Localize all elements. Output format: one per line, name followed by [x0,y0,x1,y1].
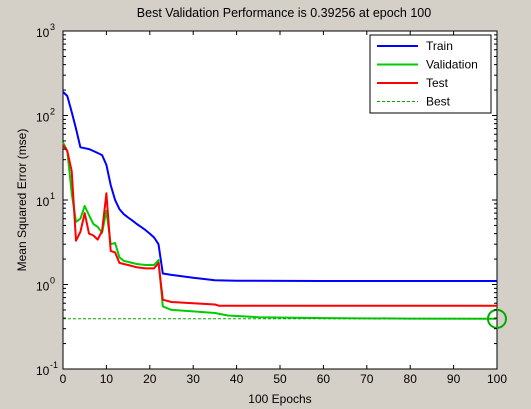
legend-box [369,34,492,114]
x-tick-label: 20 [143,372,157,386]
x-tick-label: 50 [273,372,287,386]
y-axis-label: Mean Squared Error (mse) [15,129,29,272]
y-tick-label-base: 10 [36,111,50,125]
x-tick-label: 0 [60,372,67,386]
y-tick-label-exponent: -1 [50,360,58,370]
series-line-train [62,91,497,282]
y-tick-label-base: 10 [36,364,50,378]
y-tick-label: 10 2 [36,107,55,125]
legend: Train Validation Test Best [369,34,492,114]
y-tick-label-exponent: 2 [50,107,55,117]
x-axis-label: 100 Epochs [248,392,311,406]
legend-item-best: Best [377,95,451,109]
x-tick-label: 80 [404,372,418,386]
x-tick-label: 10 [100,372,114,386]
x-tick-label: 100 [487,372,507,386]
x-tick-label: 40 [230,372,244,386]
legend-label: Validation [426,58,478,72]
y-tick-label-base: 10 [36,26,50,40]
y-tick-label-base: 10 [36,195,50,209]
x-axis: 0 10 20 30 40 50 60 70 80 90 100 [60,31,507,386]
y-tick-label-base: 10 [36,280,50,294]
x-tick-label: 30 [187,372,201,386]
series-line-validation [62,141,498,320]
y-tick-label: 10 -1 [36,360,58,378]
series-layer [62,91,507,329]
legend-item-validation: Validation [377,58,478,72]
series-line-test [62,144,497,307]
x-tick-label: 60 [317,372,331,386]
y-tick-label: 10 3 [36,22,55,40]
legend-item-train: Train [377,39,453,53]
chart-title: Best Validation Performance is 0.39256 a… [137,6,431,20]
y-tick-label: 10 1 [36,191,55,209]
y-tick-label-exponent: 3 [50,22,55,32]
y-tick-label-exponent: 1 [50,191,55,201]
x-tick-label: 70 [360,372,374,386]
legend-label: Best [426,95,451,109]
legend-label: Test [426,76,449,90]
x-tick-label: 90 [447,372,461,386]
legend-item-test: Test [377,76,449,90]
legend-label: Train [426,39,453,53]
y-tick-label-exponent: 0 [50,276,55,286]
y-tick-label: 10 0 [36,276,55,294]
